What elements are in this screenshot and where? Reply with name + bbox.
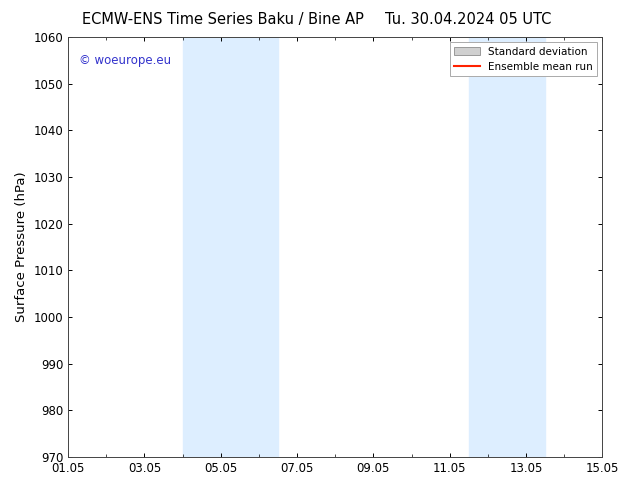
Y-axis label: Surface Pressure (hPa): Surface Pressure (hPa) <box>15 172 28 322</box>
Bar <box>469 37 545 457</box>
Text: Tu. 30.04.2024 05 UTC: Tu. 30.04.2024 05 UTC <box>385 12 552 27</box>
Text: © woeurope.eu: © woeurope.eu <box>79 54 171 67</box>
Legend: Standard deviation, Ensemble mean run: Standard deviation, Ensemble mean run <box>450 42 597 76</box>
Bar <box>183 37 278 457</box>
Text: ECMW-ENS Time Series Baku / Bine AP: ECMW-ENS Time Series Baku / Bine AP <box>82 12 365 27</box>
